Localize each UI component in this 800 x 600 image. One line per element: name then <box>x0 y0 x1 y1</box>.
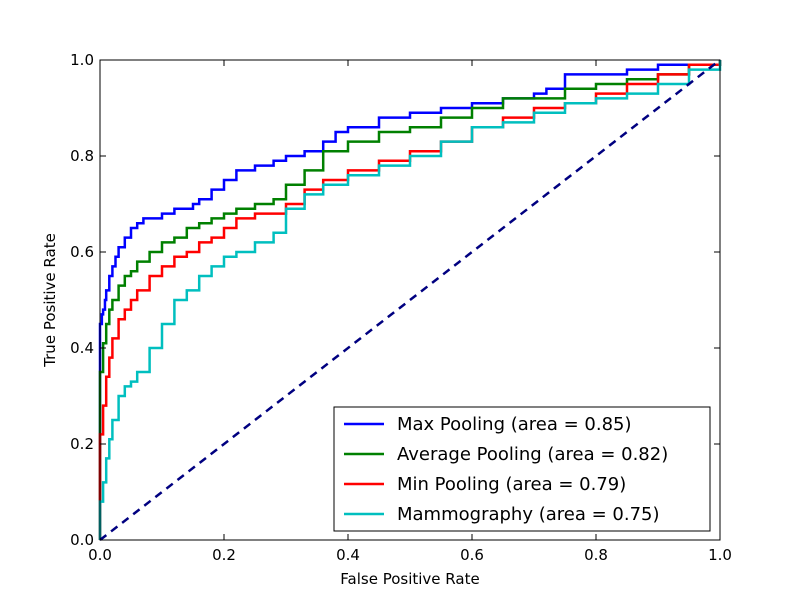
legend-entry: Mammography (area = 0.75) <box>397 504 660 525</box>
legend-entry: Average Pooling (area = 0.82) <box>397 444 668 465</box>
x-tick-label: 0.4 <box>336 546 360 564</box>
y-tick-label: 0.8 <box>70 147 94 165</box>
x-tick-label: 0.6 <box>460 546 484 564</box>
y-tick-label: 0.2 <box>70 435 94 453</box>
x-tick-label: 0.2 <box>212 546 236 564</box>
x-tick-label: 0.8 <box>584 546 608 564</box>
legend-entry: Max Pooling (area = 0.85) <box>397 414 632 435</box>
y-tick-label: 0.4 <box>70 339 94 357</box>
chance-diagonal-line <box>99 59 721 541</box>
series-line-2 <box>98 60 722 540</box>
x-axis-label: False Positive Rate <box>340 570 479 588</box>
y-tick-label: 1.0 <box>70 51 94 69</box>
y-tick-label: 0.0 <box>70 531 94 549</box>
series-line-1 <box>98 60 722 540</box>
legend-box <box>333 406 711 532</box>
series-line-3 <box>98 60 722 540</box>
x-tick-label: 1.0 <box>708 546 732 564</box>
x-tick-label: 0.0 <box>88 546 112 564</box>
plot-frame <box>99 59 721 541</box>
series-layer <box>98 59 722 541</box>
ticks-layer: 0.0 0.2 0.4 0.6 0.8 1.0 0.0 0.2 0.4 0.6 0.8 1.0 <box>70 51 732 564</box>
y-axis-label: True Positive Rate <box>41 233 59 368</box>
legend-entry: Min Pooling (area = 0.79) <box>397 474 626 495</box>
legend: Max Pooling (area = 0.85) Average Pooling… <box>333 406 711 532</box>
y-tick-label: 0.6 <box>70 243 94 261</box>
